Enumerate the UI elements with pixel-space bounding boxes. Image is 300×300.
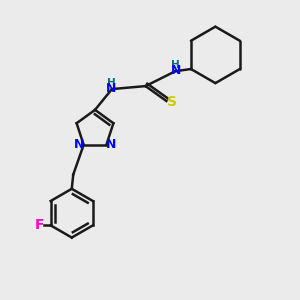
Text: H: H [172,60,180,70]
Text: N: N [171,64,181,77]
Text: N: N [106,82,116,95]
Text: N: N [106,138,117,151]
Text: H: H [107,77,116,88]
Text: S: S [167,95,177,110]
Text: F: F [34,218,44,233]
Text: N: N [74,138,84,151]
